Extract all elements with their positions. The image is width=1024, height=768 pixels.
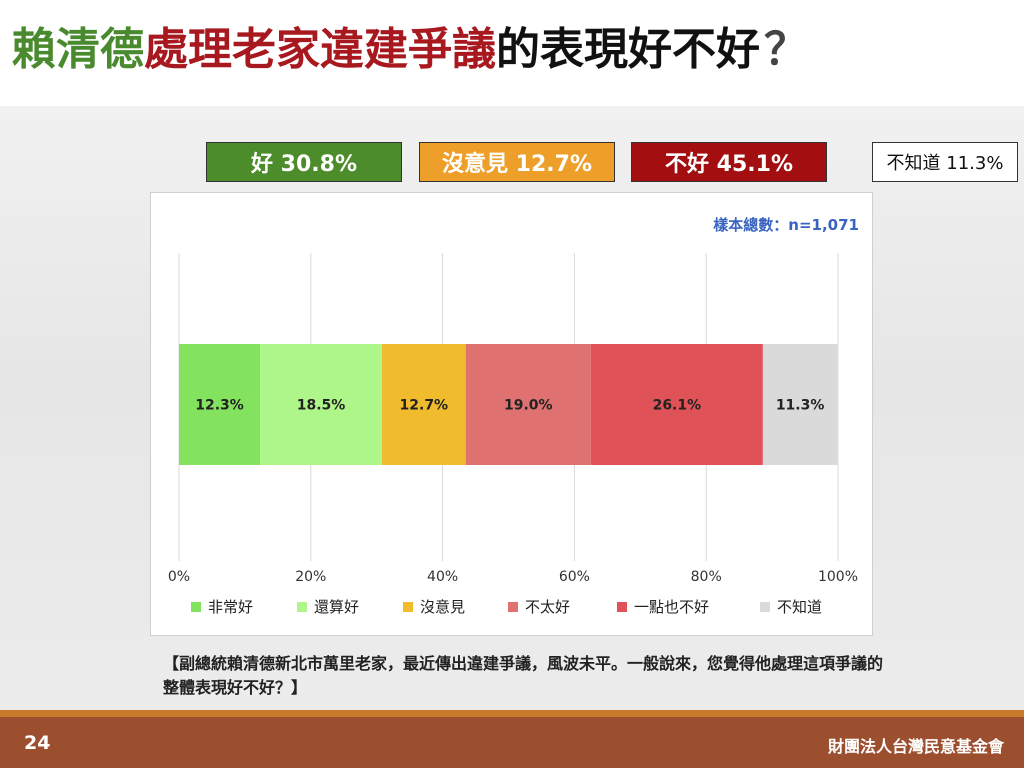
legend-label: 非常好 bbox=[208, 598, 253, 616]
survey-question: 【副總統賴清德新北市萬里老家，最近傳出違建爭議，風波未平。一般說來，您覺得他處理… bbox=[163, 654, 884, 697]
bar-segment bbox=[762, 344, 838, 465]
legend-swatch bbox=[760, 602, 770, 612]
bar-segment bbox=[260, 344, 382, 465]
page-number: 24 bbox=[24, 732, 51, 754]
organization-name: 財團法人台灣民意基金會 bbox=[827, 737, 1004, 756]
data-label: 19.0% bbox=[504, 398, 553, 414]
legend-label: 沒意見 bbox=[420, 598, 465, 616]
title-name: 賴清德 bbox=[12, 24, 144, 75]
page-title: 賴清德處理老家違建爭議的表現好不好？ bbox=[12, 22, 808, 82]
data-label: 12.7% bbox=[400, 398, 449, 414]
legend-swatch bbox=[191, 602, 201, 612]
footer-bar: 24 財團法人台灣民意基金會 bbox=[0, 717, 1024, 768]
title-question: 的表現好不好 bbox=[496, 24, 760, 75]
data-label: 11.3% bbox=[776, 398, 825, 414]
legend-label: 不知道 bbox=[777, 598, 822, 616]
legend-swatch bbox=[403, 602, 413, 612]
chart-panel: 樣本總數：n=1,071 0% 20% 40% 60% 80% 100% 12.3% 18.5%… bbox=[150, 192, 873, 636]
x-tick-label: 40% bbox=[427, 569, 458, 585]
title-question-mark: ？ bbox=[764, 24, 808, 75]
title-topic: 處理老家違建爭議 bbox=[144, 24, 496, 75]
data-label: 26.1% bbox=[653, 398, 702, 414]
legend-label: 還算好 bbox=[314, 598, 359, 616]
x-tick-label: 60% bbox=[559, 569, 590, 585]
bar-segment bbox=[465, 344, 591, 465]
bar-segment bbox=[590, 344, 763, 465]
legend-label: 一點也不好 bbox=[634, 598, 709, 616]
data-label: 12.3% bbox=[195, 398, 244, 414]
x-tick-label: 20% bbox=[295, 569, 326, 585]
sample-size-note: 樣本總數：n=1,071 bbox=[713, 216, 859, 234]
legend-swatch bbox=[297, 602, 307, 612]
legend-swatch bbox=[508, 602, 518, 612]
legend-swatch bbox=[617, 602, 627, 612]
summary-dont-know-box: 不知道 11.3% bbox=[872, 142, 1018, 182]
x-tick-label: 80% bbox=[691, 569, 722, 585]
data-label: 18.5% bbox=[297, 398, 346, 414]
summary-neutral-box: 沒意見 12.7% bbox=[419, 142, 615, 182]
footer-accent-line bbox=[0, 710, 1024, 717]
summary-good-box: 好 30.8% bbox=[206, 142, 402, 182]
bar-segment bbox=[381, 344, 466, 465]
legend-label: 不太好 bbox=[525, 598, 570, 616]
stacked-bar-chart: 樣本總數：n=1,071 0% 20% 40% 60% 80% 100% 12.3% 18.5%… bbox=[168, 216, 859, 616]
x-tick-label: 0% bbox=[168, 569, 190, 585]
bar-segment bbox=[179, 344, 261, 465]
summary-bad-box: 不好 45.1% bbox=[631, 142, 827, 182]
x-tick-label: 100% bbox=[818, 569, 858, 585]
